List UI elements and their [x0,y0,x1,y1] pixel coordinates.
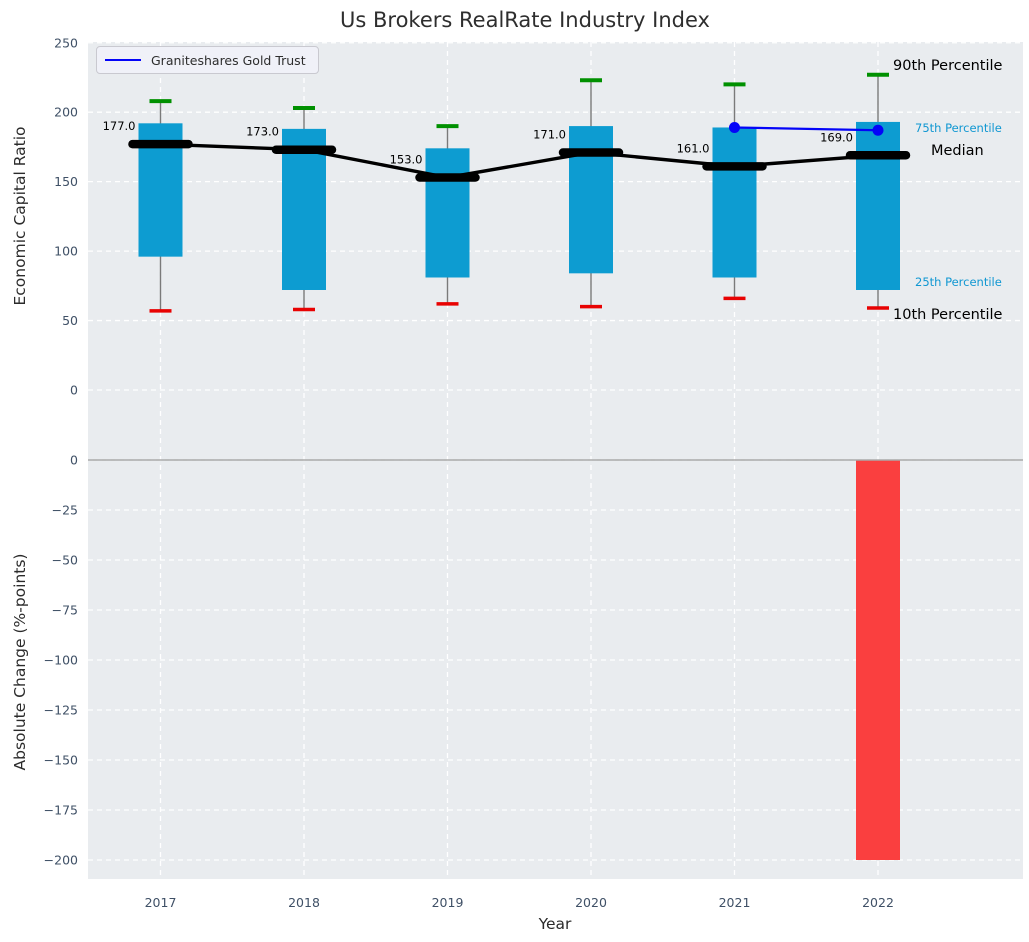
ytick-top: 250 [54,35,78,50]
box-group-2022 [856,72,900,310]
median-value-label: 173.0 [246,125,279,139]
graniteshares-point [729,121,740,133]
xtick-year: 2017 [145,895,177,910]
change-bar-2022 [856,460,900,860]
xtick-year: 2021 [719,895,751,910]
graniteshares-point [872,124,884,136]
ytick-bottom: −25 [52,503,78,518]
annotation-10th-percentile: 10th Percentile [893,307,1003,323]
annotation-median: Median [931,143,984,159]
annotation-90th-percentile: 90th Percentile [893,58,1003,74]
median-value-label: 171.0 [533,127,566,141]
median-value-label: 169.0 [820,130,853,144]
ytick-bottom: −175 [44,803,78,818]
legend-line-sample-icon [105,59,141,61]
ytick-top: 150 [54,174,78,189]
iqr-box [282,128,326,290]
xtick-year: 2018 [288,895,320,910]
ytick-bottom: 0 [70,453,78,468]
median-value-label: 161.0 [677,141,710,155]
ytick-top: 100 [54,244,78,259]
chart-title: Us Brokers RealRate Industry Index [340,8,710,32]
median-value-label: 153.0 [390,152,423,166]
box-group-2019 [425,124,470,306]
box-group-2021 [712,82,757,301]
ytick-bottom: −75 [52,603,78,618]
iqr-box [425,148,470,278]
iqr-box [569,126,613,274]
ytick-bottom: −200 [44,853,78,868]
xtick-year: 2022 [862,895,894,910]
legend: Graniteshares Gold Trust [96,46,319,74]
iqr-box [712,127,757,278]
graniteshares-line [734,126,879,132]
annotation-75th-percentile: 75th Percentile [915,121,1002,135]
ytick-bottom: −150 [44,753,78,768]
ytick-top: 0 [70,383,78,398]
median-value-label: 177.0 [103,119,136,133]
box-group-2018 [282,106,326,312]
xtick-year: 2019 [432,895,464,910]
xtick-year: 2020 [575,895,607,910]
y-axis-label-bottom: Absolute Change (%-points) [11,553,29,771]
ytick-top: 200 [54,105,78,120]
ytick-bottom: −100 [44,653,78,668]
ytick-bottom: −50 [52,553,78,568]
ytick-top: 50 [62,313,78,328]
x-axis-label: Year [538,915,572,933]
ytick-bottom: −125 [44,703,78,718]
iqr-box [856,121,900,290]
legend-label: Graniteshares Gold Trust [151,52,306,68]
y-axis-label-top: Economic Capital Ratio [11,126,29,306]
annotation-25th-percentile: 25th Percentile [915,275,1002,289]
